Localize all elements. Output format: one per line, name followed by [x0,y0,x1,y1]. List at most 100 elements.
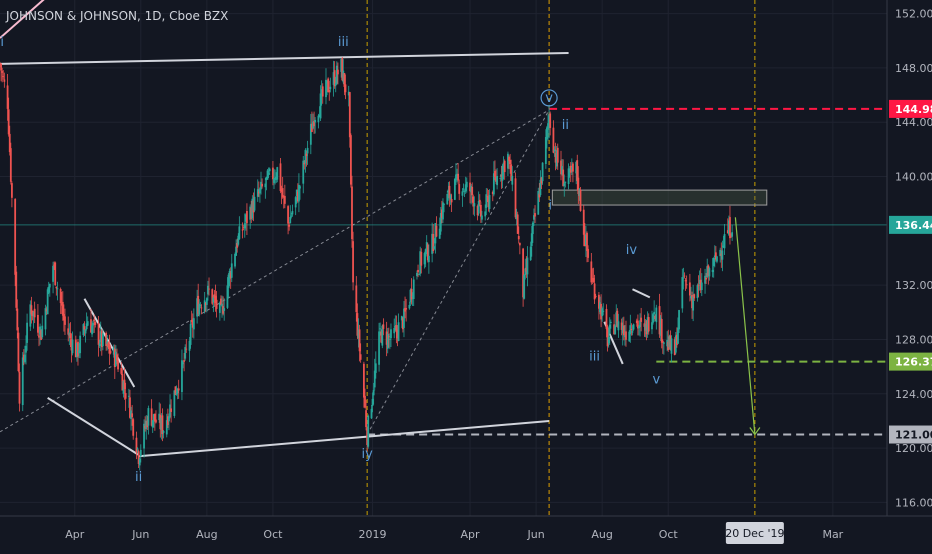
candle-up [712,257,715,266]
candle-down [124,393,127,399]
candle-up [564,181,567,183]
candle-down [109,350,112,354]
candle-down [37,314,39,333]
candle-up [575,161,578,174]
candle-down [2,76,5,77]
x-tick-label: Oct [263,528,283,541]
candle-up [21,357,24,406]
candle-up [526,257,529,275]
candle-up [708,268,711,277]
candle-up [52,265,54,282]
candle-down [576,160,579,182]
candle-down [61,301,64,316]
candle-down [356,313,359,336]
candle-up [601,308,604,317]
candle-down [161,415,164,434]
candle-down [311,123,313,132]
candle-up [319,93,322,119]
candle-up [317,115,320,123]
candle-up [424,249,427,257]
candle-down [525,267,528,272]
candle-up [227,274,230,289]
y-tick-label: 120.00 [895,442,932,455]
candle-up [499,178,502,179]
price-axis-background [887,0,932,550]
candle-down [577,177,580,195]
candle-down [250,207,253,219]
candle-up [704,275,706,284]
candle-up [692,296,695,311]
candle-down [435,225,438,237]
candle-down [296,191,299,202]
candle-down [426,244,429,261]
x-tick-label: Apr [65,528,85,541]
candle-down [471,186,474,196]
candle-down [593,283,596,300]
candle-up [462,188,465,190]
candle-down [697,284,700,286]
candle-up [662,342,665,344]
candle-down [645,320,648,335]
candle-down [213,294,216,298]
candle-up [79,335,82,354]
candle-up [260,181,262,190]
candle-up [403,308,405,328]
candle-down [348,92,351,138]
candle-down [341,58,344,81]
candle-down [183,360,186,362]
candle-down [635,320,638,324]
candle-down [129,397,131,418]
candle-down [350,135,352,185]
candle-down [11,183,13,198]
price-label-box [889,215,932,234]
candle-up [165,420,168,435]
candle-down [382,324,385,329]
candle-up [485,194,488,208]
candle-down [643,323,646,327]
candle-up [381,325,384,346]
candle-down [117,360,119,370]
candle-up [617,321,620,331]
candle-down [503,160,506,173]
candle-up [39,326,41,335]
x-tick-label: Oct [659,528,679,541]
candle-down [22,354,25,360]
y-tick-label: 144.00 [895,116,932,129]
candle-up [86,321,89,326]
candle-up [548,115,550,127]
wave-label: iv [626,243,638,258]
candle-down [1,71,4,73]
candle-down [450,198,453,203]
candle-up [438,228,441,239]
candle-up [162,431,165,433]
candle-down [458,184,461,194]
y-tick-label: 148.00 [895,62,932,75]
candle-up [463,190,466,192]
candle-down [552,127,555,153]
candle-up [456,173,458,179]
candle-up [175,392,178,395]
candle-up [379,328,382,330]
candle-down [170,408,173,412]
candle-up [151,420,154,428]
candle-down [730,235,732,237]
candle-down [343,73,346,87]
candle-down [591,278,594,280]
candle-up [386,333,389,349]
candle-down [197,295,200,315]
candle-up [357,329,360,339]
candle-down [616,310,619,328]
candle-up [655,307,658,323]
candle-up [264,183,267,188]
candle-up [370,408,373,419]
candle-up [666,339,669,347]
candle-down [283,195,286,204]
candle-up [223,308,226,311]
candle-down [17,332,20,372]
candle-up [168,416,170,422]
candle-down [30,305,33,315]
candle-down [654,315,657,320]
